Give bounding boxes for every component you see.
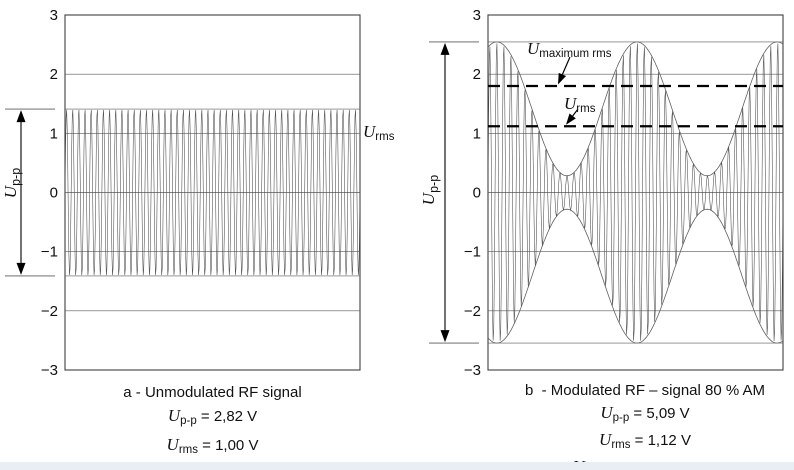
y-tick-label: −2 bbox=[464, 303, 481, 320]
y-tick-label: 1 bbox=[50, 125, 58, 142]
caption-b-title: b - Modulated RF – signal 80 % AM bbox=[524, 382, 766, 399]
plot-a: 3 2 1 0 −1 −2 −3 bbox=[5, 7, 361, 378]
u-symbol: U bbox=[599, 430, 612, 449]
y-tick-label: −1 bbox=[464, 244, 481, 261]
y-tick-labels: 3 2 1 0 −1 −2 −3 bbox=[41, 7, 58, 378]
u-symbol: U bbox=[166, 435, 179, 454]
u-symbol: U bbox=[527, 39, 540, 58]
urms-label-b: Urms bbox=[564, 94, 596, 115]
pp-arrow-head-top bbox=[16, 110, 26, 123]
u-symbol: U bbox=[167, 406, 181, 425]
carrier-waveform bbox=[487, 43, 784, 341]
lower-envelope bbox=[487, 208, 784, 344]
urms-label-a: Urms bbox=[363, 122, 395, 143]
y-tick-label: 3 bbox=[473, 7, 481, 24]
caption-b-upp: Up-p = 5,09 V bbox=[600, 403, 690, 424]
annotation-arrow-0-head bbox=[558, 72, 567, 85]
upp-axis-label-a: Up-p bbox=[1, 167, 23, 199]
caption-b-urms: Urms = 1,12 V bbox=[599, 430, 691, 451]
annotation-arrow-1-head bbox=[566, 113, 576, 125]
y-tick-label: 1 bbox=[473, 125, 481, 142]
y-tick-label: −3 bbox=[41, 362, 58, 378]
y-tick-label: −2 bbox=[41, 303, 58, 320]
u-symbol: U bbox=[363, 122, 376, 141]
upp-axis-label-b: Up-p bbox=[419, 174, 441, 206]
y-tick-label: −3 bbox=[464, 362, 481, 378]
y-tick-label: 0 bbox=[473, 185, 481, 202]
y-tick-label: 0 bbox=[50, 185, 58, 202]
y-tick-labels: 3 2 1 0 −1 −2 −3 bbox=[464, 7, 481, 378]
pp-arrow-head-bottom bbox=[440, 330, 450, 343]
carrier-waveform bbox=[64, 109, 361, 276]
caption-a-upp: Up-p = 2,82 V bbox=[167, 406, 258, 427]
annotation-arrow-1-line bbox=[572, 108, 579, 117]
y-tick-label: 2 bbox=[473, 66, 481, 83]
caption-a-urms: Urms = 1,00 V bbox=[166, 435, 259, 456]
upper-envelope bbox=[487, 41, 784, 177]
footer-accent-bar bbox=[0, 462, 794, 470]
caption-a-title: a - Unmodulated RF signal bbox=[123, 384, 302, 401]
caption-b: b - Modulated RF – signal 80 % AM Up-p =… bbox=[485, 380, 794, 470]
pp-arrow-head-top bbox=[440, 42, 450, 55]
pp-arrow-head-bottom bbox=[16, 262, 26, 275]
u-symbol: U bbox=[419, 192, 438, 206]
y-tick-label: −1 bbox=[41, 244, 58, 261]
y-tick-label: 3 bbox=[50, 7, 58, 24]
u-symbol: U bbox=[600, 403, 613, 422]
annotation-arrow-0-line bbox=[561, 56, 571, 75]
caption-a: a - Unmodulated RF signal Up-p = 2,82 V … bbox=[60, 381, 365, 462]
y-tick-label: 2 bbox=[50, 66, 58, 83]
plot-b: 3 2 1 0 −1 −2 −3 bbox=[429, 7, 784, 378]
u-symbol: U bbox=[564, 94, 577, 113]
umaximum-rms-label-b: Umaximum rms bbox=[527, 39, 612, 60]
u-symbol: U bbox=[1, 185, 20, 199]
